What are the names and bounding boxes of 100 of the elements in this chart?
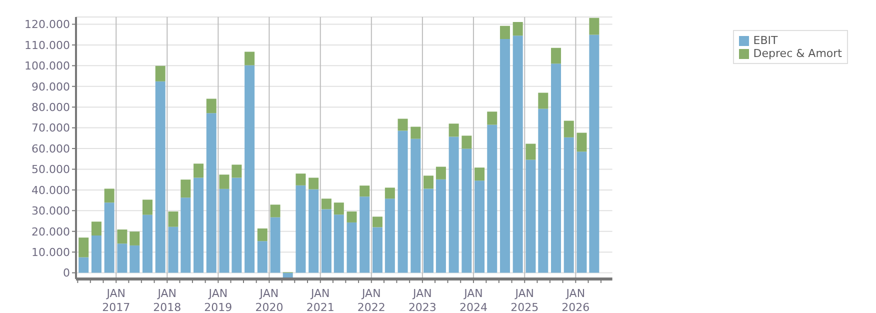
bar: [512, 36, 523, 273]
bar: [551, 48, 562, 64]
bar: [398, 118, 408, 131]
bar: [372, 227, 382, 273]
bar: [91, 222, 102, 236]
bar: [436, 166, 446, 180]
bar: [257, 241, 268, 273]
bar: [206, 113, 216, 273]
bar: [78, 257, 89, 273]
x-tick-label: JAN 2020: [255, 287, 284, 313]
bar: [257, 228, 268, 242]
bar: [564, 120, 574, 138]
bar: [104, 202, 114, 273]
x-tick-label: JAN 2024: [459, 287, 488, 313]
x-tick-label: JAN 2021: [306, 287, 334, 313]
y-tick-label: 120.000: [24, 18, 70, 32]
bar: [462, 136, 472, 149]
bar: [296, 174, 306, 186]
legend-label: EBIT: [753, 34, 778, 47]
bar: [512, 22, 523, 36]
bar: [155, 81, 166, 273]
bar: [104, 188, 114, 203]
bar: [410, 138, 421, 273]
bar: [155, 66, 166, 82]
bar: [321, 198, 332, 210]
bar: [360, 196, 370, 273]
bar: [180, 180, 191, 198]
bar: [410, 126, 421, 139]
bar: [308, 189, 319, 273]
bar: [308, 178, 319, 190]
bar: [244, 52, 255, 66]
bar: [117, 244, 128, 273]
bar: [372, 216, 382, 228]
bar: [424, 188, 434, 273]
bar: [117, 230, 128, 244]
bar: [448, 124, 459, 137]
bar: [384, 198, 395, 273]
bar: [219, 174, 230, 189]
bar: [91, 236, 102, 273]
bar: [130, 232, 140, 246]
y-tick-label: 90.000: [32, 80, 70, 94]
bar: [526, 160, 536, 273]
bar: [232, 164, 242, 178]
y-tick-label: 70.000: [32, 122, 70, 135]
y-tick-label: 30.000: [32, 204, 70, 218]
bar: [589, 18, 600, 35]
bar: [219, 188, 230, 273]
bar: [538, 108, 548, 273]
bar: [142, 214, 152, 273]
x-tick-label: JAN 2023: [408, 287, 436, 313]
bar: [142, 200, 152, 215]
y-tick-label: 20.000: [32, 225, 70, 238]
x-tick-label: JAN 2018: [153, 287, 182, 313]
bar: [576, 152, 587, 273]
x-tick-label: JAN 2017: [102, 287, 130, 313]
y-tick-label: 10.000: [32, 246, 70, 259]
x-tick-label: JAN 2025: [510, 287, 539, 313]
y-tick-label: 100.000: [24, 60, 70, 73]
x-tick-label: JAN 2026: [562, 287, 590, 313]
bar: [270, 204, 280, 218]
bar: [424, 176, 434, 189]
bar: [270, 217, 280, 273]
legend-label: Deprec & Amort: [753, 47, 842, 60]
x-tick-label: JAN 2019: [204, 287, 232, 313]
bar: [384, 188, 395, 199]
bar: [168, 211, 178, 227]
bar: [180, 198, 191, 273]
bar: [448, 136, 459, 273]
bar: [551, 64, 562, 273]
bar: [526, 144, 536, 160]
bar: [296, 185, 306, 273]
bar: [346, 211, 357, 222]
x-tick-label: JAN 2022: [357, 287, 386, 313]
bar: [564, 137, 574, 273]
bar: [500, 26, 510, 39]
bar: [436, 179, 446, 273]
bar: [194, 164, 204, 178]
bar: [589, 34, 600, 273]
bar: [487, 124, 498, 273]
bar: [206, 98, 216, 114]
bar: [244, 65, 255, 273]
bar: [474, 168, 485, 181]
bar: [168, 226, 178, 273]
y-tick-label: 80.000: [32, 101, 70, 114]
bar: [78, 238, 89, 258]
bar: [346, 222, 357, 273]
bar: [398, 130, 408, 273]
bar: [538, 92, 548, 109]
y-tick-label: 0: [63, 266, 70, 280]
y-tick-label: 60.000: [32, 142, 70, 156]
bar: [232, 178, 242, 273]
y-tick-label: 110.000: [24, 38, 70, 52]
bar: [130, 245, 140, 273]
bar: [576, 132, 587, 152]
bar: [360, 186, 370, 197]
y-tick-label: 40.000: [32, 184, 70, 197]
bar: [462, 148, 472, 273]
bar: [334, 202, 344, 215]
bar: [321, 209, 332, 273]
bar: [500, 38, 510, 273]
